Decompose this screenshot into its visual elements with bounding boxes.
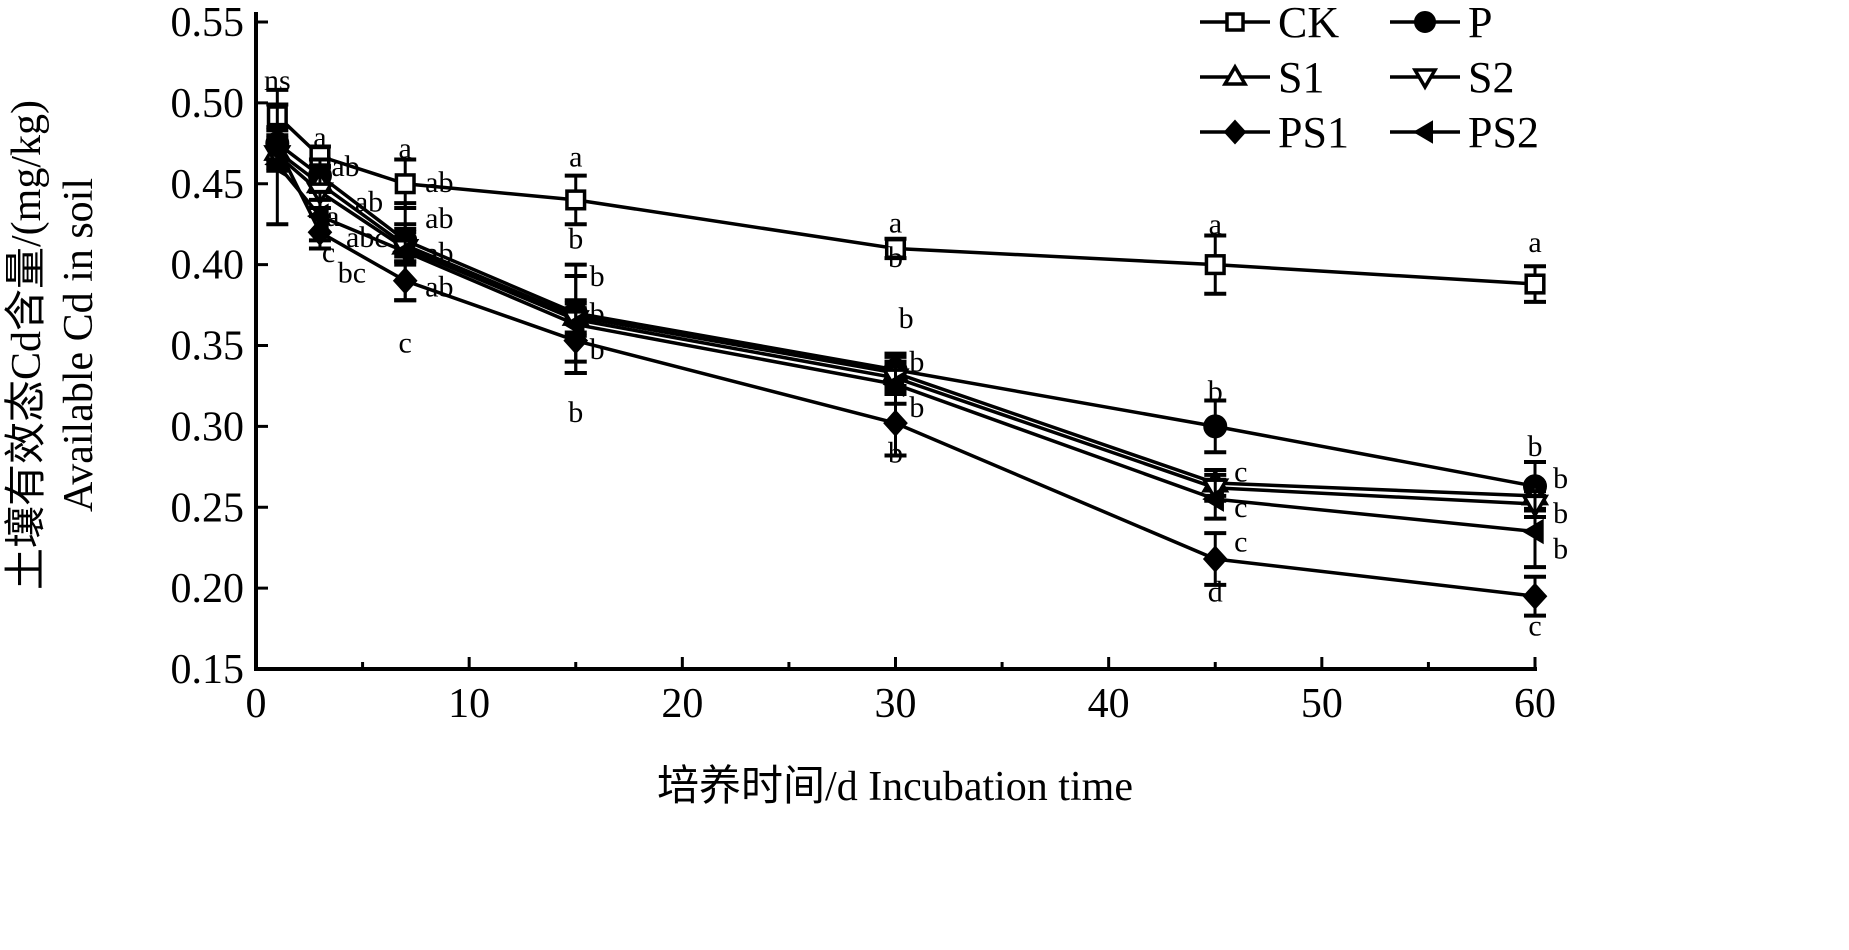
marker-diamond bbox=[1202, 545, 1228, 573]
significance-label: b bbox=[888, 241, 903, 274]
y-axis-title-cn: 土壤有效态Cd含量/(mg/kg) bbox=[3, 100, 50, 590]
significance-label: ab bbox=[425, 166, 453, 199]
x-tick-label: 30 bbox=[875, 681, 917, 727]
y-tick-label: 0.30 bbox=[171, 404, 245, 450]
marker-diamond bbox=[1522, 582, 1548, 610]
significance-label: a bbox=[889, 207, 902, 240]
significance-label: a bbox=[399, 132, 412, 165]
significance-label: c bbox=[1528, 609, 1541, 642]
significance-label: abc bbox=[346, 221, 388, 254]
legend-label-p: P bbox=[1468, 0, 1492, 47]
marker-triangle-left bbox=[882, 371, 905, 398]
series-ps2 bbox=[264, 102, 1546, 570]
significance-label: ab bbox=[331, 150, 359, 183]
significance-label: b bbox=[899, 302, 914, 335]
y-tick-label: 0.20 bbox=[171, 566, 245, 612]
x-tick-label: 60 bbox=[1514, 681, 1556, 727]
significance-label: b bbox=[568, 223, 583, 256]
legend-label-s1: S1 bbox=[1278, 53, 1324, 102]
series-group bbox=[263, 87, 1550, 618]
significance-label: b bbox=[1553, 462, 1568, 495]
y-tick-label: 0.50 bbox=[171, 81, 245, 127]
significance-label: b bbox=[909, 391, 924, 424]
x-tick-label: 10 bbox=[448, 681, 490, 727]
legend-label-ps1: PS1 bbox=[1278, 108, 1349, 157]
marker-triangle-up bbox=[1221, 63, 1249, 86]
significance-label: c bbox=[399, 326, 412, 359]
significance-label: b bbox=[568, 396, 583, 429]
axes: 0 10 20 30 40 50 60 0.15 0.20 0.25 0.30 0.35 0.40 0.4… bbox=[171, 0, 1557, 727]
marker-square bbox=[1225, 12, 1245, 32]
significance-label: ab bbox=[425, 271, 453, 304]
marker-square bbox=[1524, 273, 1546, 295]
marker-square bbox=[565, 189, 587, 211]
marker-triangle-left bbox=[1413, 120, 1433, 144]
significance-label: b bbox=[909, 346, 924, 379]
marker-diamond bbox=[1223, 119, 1247, 145]
significance-label: b bbox=[1528, 430, 1543, 463]
legend-label-ps2: PS2 bbox=[1468, 108, 1539, 157]
significance-label: c bbox=[1234, 526, 1247, 559]
x-tick-label: 0 bbox=[246, 681, 267, 727]
marker-triangle-left bbox=[306, 203, 329, 229]
significance-label: b bbox=[590, 333, 605, 366]
significance-label: ab bbox=[425, 202, 453, 235]
significance-label: b bbox=[1553, 497, 1568, 530]
x-axis-title: 培养时间/d Incubation time bbox=[657, 763, 1133, 810]
significance-label: a bbox=[313, 121, 326, 154]
significance-label: ab bbox=[425, 236, 453, 269]
significance-label: a bbox=[1528, 226, 1541, 259]
marker-triangle-left bbox=[392, 238, 414, 265]
significance-label: a bbox=[569, 140, 582, 173]
significance-label: b bbox=[590, 297, 605, 330]
marker-diamond bbox=[883, 409, 908, 437]
x-tick-label: 20 bbox=[661, 681, 703, 727]
marker-triangle-left bbox=[562, 311, 585, 338]
legend-label-s2: S2 bbox=[1468, 53, 1514, 102]
y-tick-label: 0.40 bbox=[171, 243, 245, 289]
significance-label: d bbox=[1208, 575, 1223, 608]
marker-triangle-left bbox=[1202, 486, 1224, 512]
series-line-ps2 bbox=[275, 163, 1536, 534]
significance-label: b bbox=[888, 436, 903, 469]
significance-label: ns bbox=[264, 64, 291, 97]
y-axis-title-en: Available Cd in soil bbox=[56, 178, 102, 512]
marker-triangle-left bbox=[1522, 518, 1544, 545]
y-tick-label: 0.25 bbox=[171, 485, 245, 531]
significance-label: c bbox=[322, 236, 335, 269]
y-tick-label: 0.35 bbox=[171, 324, 245, 370]
legend-label-ck: CK bbox=[1278, 0, 1339, 47]
x-tick-label: 40 bbox=[1088, 681, 1130, 727]
marker-square bbox=[1204, 254, 1226, 276]
significance-label: b bbox=[1208, 375, 1223, 408]
marker-square bbox=[394, 173, 416, 195]
significance-label: c bbox=[1234, 491, 1247, 524]
significance-label: b bbox=[1553, 532, 1568, 565]
x-tick-label: 50 bbox=[1301, 681, 1343, 727]
significance-label: b bbox=[590, 260, 605, 293]
significance-label: a bbox=[1209, 208, 1222, 241]
significance-label: a bbox=[326, 200, 339, 233]
marker-circle bbox=[1414, 11, 1436, 33]
marker-triangle-down bbox=[1411, 68, 1439, 91]
marker-circle bbox=[1203, 414, 1228, 439]
y-tick-label: 0.15 bbox=[171, 647, 245, 693]
y-tick-label: 0.55 bbox=[171, 0, 245, 46]
significance-label: bc bbox=[338, 257, 366, 290]
marker-square bbox=[884, 237, 907, 259]
significance-label: c bbox=[1234, 456, 1247, 489]
significance-label: ab bbox=[355, 185, 383, 218]
y-tick-label: 0.45 bbox=[171, 162, 245, 208]
marker-triangle-left bbox=[264, 151, 287, 178]
